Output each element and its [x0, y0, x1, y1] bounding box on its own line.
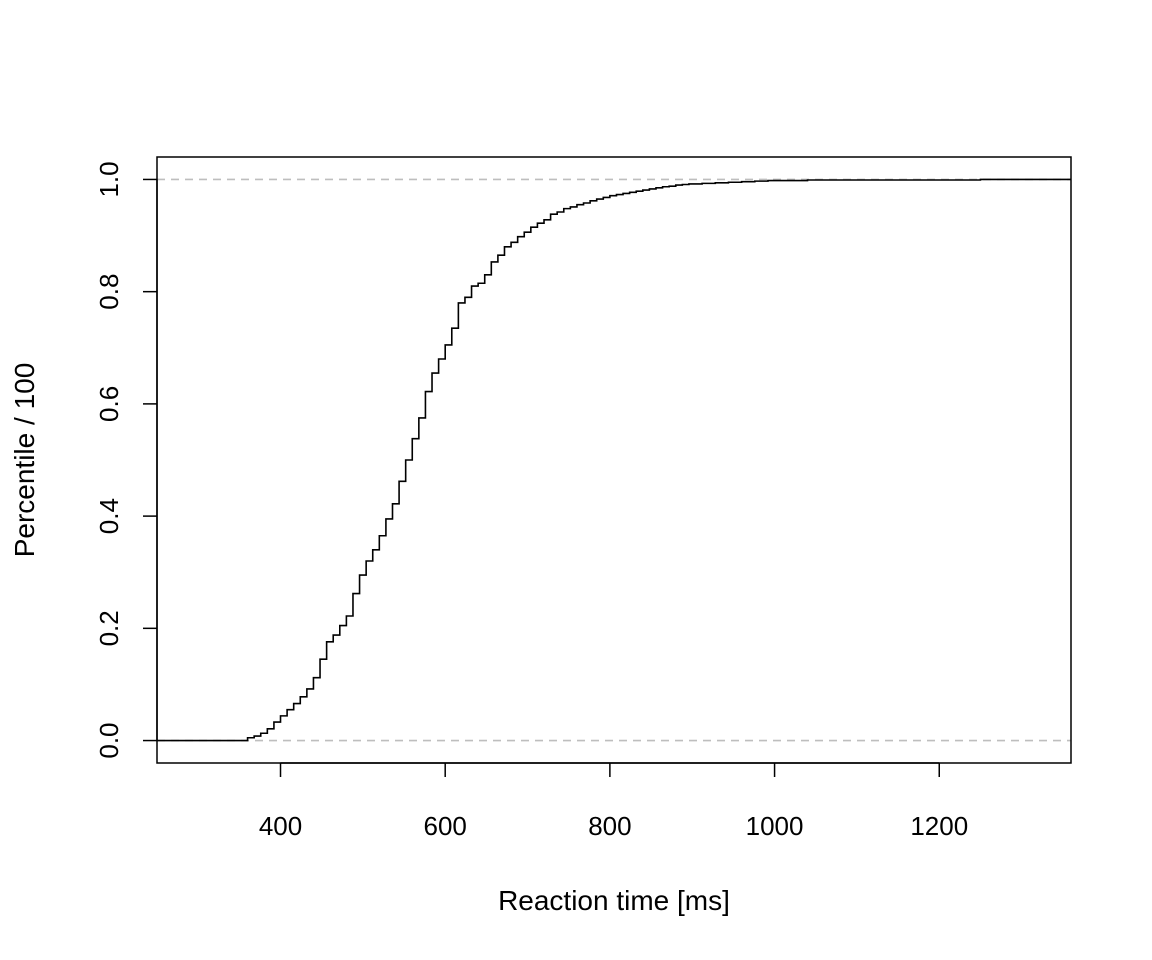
y-tick-label-1: 0.2 — [94, 610, 124, 646]
plot-frame — [156, 156, 1072, 764]
y-tick-label-3: 0.6 — [94, 386, 124, 422]
x-tick-label-4: 1200 — [910, 811, 968, 841]
reference-lines — [157, 178, 1071, 742]
x-axis: 400 600 800 1000 1200 — [259, 762, 968, 841]
x-tick-label-0: 400 — [259, 811, 302, 841]
x-axis-title: Reaction time [ms] — [498, 885, 730, 916]
y-tick-label-0: 0.0 — [94, 722, 124, 758]
x-tick-label-2: 800 — [588, 811, 631, 841]
ecdf-series — [157, 178, 1071, 742]
ecdf-step-line — [157, 178, 1071, 742]
y-tick-label-2: 0.4 — [94, 498, 124, 534]
y-axis: 0.0 0.2 0.4 0.6 0.8 1.0 — [94, 161, 158, 759]
y-axis-title: Percentile / 100 — [9, 363, 40, 558]
y-tick-label-5: 1.0 — [94, 161, 124, 197]
y-tick-label-4: 0.8 — [94, 274, 124, 310]
x-tick-label-1: 600 — [424, 811, 467, 841]
x-tick-label-3: 1000 — [746, 811, 804, 841]
